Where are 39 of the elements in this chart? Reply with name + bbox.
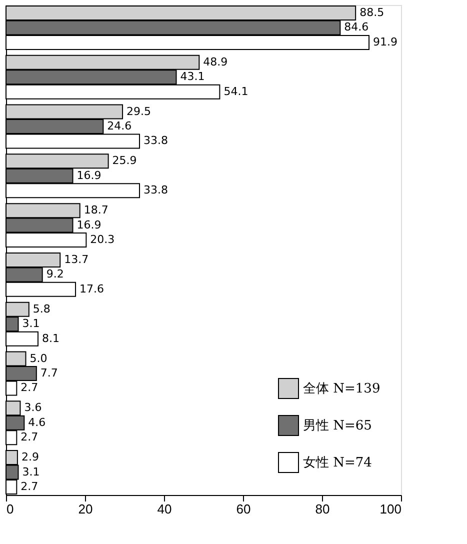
data-label: 24.6 [107,120,132,133]
x-tick-label: 100 [380,502,402,516]
x-tick-label: 0 [6,502,14,516]
data-label: 3.6 [24,401,42,414]
data-label: 91.9 [373,35,398,48]
data-label: 2.7 [20,480,38,494]
data-label: 2.7 [20,381,38,394]
data-label: 33.8 [144,134,168,148]
data-label: 9.2 [46,268,64,281]
data-label: 48.9 [203,55,228,68]
data-label: 20.3 [90,233,115,246]
data-label: 43.1 [180,70,205,84]
data-label: 3.1 [22,465,40,478]
x-tick-label: 20 [78,502,93,516]
data-label: 16.9 [76,168,102,182]
data-label: 29.5 [126,104,152,118]
data-label: 4.6 [28,416,46,429]
x-tick-label: 40 [157,502,172,516]
data-label: 33.8 [144,184,168,197]
data-label: 84.6 [344,20,369,34]
x-tick-label: 60 [236,502,251,516]
x-tick-label: 80 [315,502,330,516]
data-label: 54.1 [224,84,248,98]
data-label: 17.6 [80,282,104,296]
data-label: 88.5 [360,6,384,19]
legend-label: 全体 N=139 [303,382,380,396]
data-label: 13.7 [64,252,89,266]
data-label: 8.1 [42,332,60,345]
data-label: 3.1 [22,317,40,330]
data-label: 7.7 [40,366,58,380]
data-label: 5.8 [32,302,50,316]
data-label: 16.9 [76,218,102,232]
legend-label: 女性 N=74 [303,456,372,470]
data-label: 2.9 [21,450,39,464]
legend-label: 男性 N=65 [303,418,372,434]
data-label: 18.7 [84,204,108,217]
data-label: 2.7 [20,430,38,444]
data-label: 5.0 [30,352,48,365]
data-label: 25.9 [112,154,137,168]
